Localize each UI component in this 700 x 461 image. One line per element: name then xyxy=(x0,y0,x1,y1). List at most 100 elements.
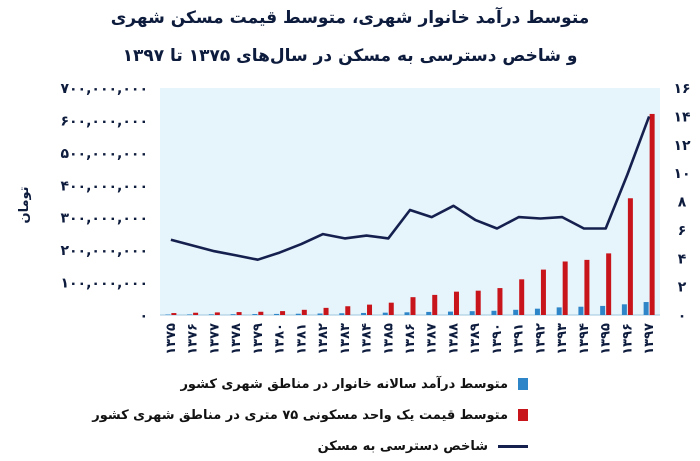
bar-price xyxy=(214,312,220,315)
bar-price xyxy=(171,313,177,315)
bar-income xyxy=(600,305,606,315)
legend-item-price: متوسط قیمت یک واحد مسکونی ۷۵ متری در منا… xyxy=(92,405,528,425)
bar-income xyxy=(469,311,475,315)
x-tick-label: ۱۳۸۶ xyxy=(403,323,418,355)
bar-income xyxy=(317,313,323,315)
y-tick-label: ۱۰۰,۰۰۰,۰۰۰ xyxy=(60,276,148,292)
x-tick-label: ۱۳۹۱ xyxy=(512,323,527,355)
bar-income xyxy=(339,313,345,315)
y2-tick-label: ۲ xyxy=(678,280,687,296)
legend-label-affordability: شاخص دسترسی به مسکن xyxy=(317,438,488,454)
y2-tick-label: ۴ xyxy=(678,251,687,267)
bar-price xyxy=(345,306,351,315)
x-tick-label: ۱۳۹۶ xyxy=(620,323,635,355)
y2-tick-label: ۰ xyxy=(678,308,687,324)
legend-swatch-income xyxy=(518,378,528,390)
bar-price xyxy=(562,261,568,315)
bar-price xyxy=(301,309,307,315)
x-tick-label: ۱۳۹۴ xyxy=(577,323,592,355)
bar-income xyxy=(534,308,540,315)
y-tick-label: ۴۰۰,۰۰۰,۰۰۰ xyxy=(60,178,148,194)
y2-tick-label: ۱۰ xyxy=(673,166,690,182)
bar-income xyxy=(491,310,497,315)
y2-tick-label: ۶ xyxy=(678,223,687,239)
bar-income xyxy=(643,302,649,315)
bar-income xyxy=(426,311,432,315)
bar-income xyxy=(187,314,193,315)
x-tick-label: ۱۳۷۹ xyxy=(251,323,266,355)
bar-income xyxy=(556,307,562,315)
y2-tick-label: ۸ xyxy=(678,195,687,211)
y-tick-label: ۵۰۰,۰۰۰,۰۰۰ xyxy=(60,146,148,162)
bar-income xyxy=(274,313,280,315)
bar-price xyxy=(649,113,655,315)
y2-tick-label: ۱۲ xyxy=(673,138,691,154)
bar-income xyxy=(621,304,627,315)
bar-price xyxy=(323,307,329,315)
chart-title: متوسط درآمد خانوار شهری، متوسط قیمت مسکن… xyxy=(110,8,590,28)
legend-swatch-affordability xyxy=(498,444,528,448)
x-tick-label: ۱۳۸۳ xyxy=(338,323,353,355)
bar-price xyxy=(193,312,199,315)
x-tick-label: ۱۳۸۱ xyxy=(294,323,309,355)
bar-price xyxy=(258,311,264,315)
x-tick-label: ۱۳۸۰ xyxy=(273,323,288,355)
bar-price xyxy=(497,288,503,315)
bar-price xyxy=(453,291,459,315)
bar-income xyxy=(447,311,453,315)
bar-income xyxy=(361,312,367,315)
bar-price xyxy=(388,302,394,315)
bar-price xyxy=(606,253,612,315)
affordability-line xyxy=(170,115,651,262)
bar-price xyxy=(432,294,438,315)
x-tick-label: ۱۳۸۵ xyxy=(381,323,396,355)
bar-income xyxy=(208,314,214,315)
x-tick-label: ۱۳۹۲ xyxy=(533,323,548,355)
chart-subtitle: و شاخص دسترسی به مسکن در سال‌های ۱۳۷۵ تا… xyxy=(122,46,578,66)
y-tick-label: ۳۰۰,۰۰۰,۰۰۰ xyxy=(60,211,148,227)
bar-price xyxy=(475,290,481,315)
bar-price xyxy=(540,269,546,315)
x-tick-label: ۱۳۷۵ xyxy=(164,323,179,355)
x-tick-label: ۱۳۸۹ xyxy=(468,323,483,355)
x-tick-label: ۱۳۸۷ xyxy=(425,323,440,355)
bar-price xyxy=(280,311,286,315)
y-tick-label: ۷۰۰,۰۰۰,۰۰۰ xyxy=(60,81,148,97)
legend-item-income: متوسط درآمد سالانه خانوار در مناطق شهری … xyxy=(180,374,528,394)
x-tick-label: ۱۳۸۸ xyxy=(446,323,461,355)
x-tick-label: ۱۳۸۴ xyxy=(360,323,375,355)
x-tick-label: ۱۳۷۷ xyxy=(207,323,222,355)
y-axis-label: تومان xyxy=(17,186,32,223)
y-tick-label: ۰ xyxy=(139,308,148,324)
bar-income xyxy=(382,312,388,315)
bar-income xyxy=(252,314,258,315)
y2-tick-label: ۱۶ xyxy=(673,81,690,97)
bar-price xyxy=(627,198,633,315)
bar-price xyxy=(584,259,590,315)
y-tick-label: ۲۰۰,۰۰۰,۰۰۰ xyxy=(60,243,148,259)
x-tick-label: ۱۳۸۲ xyxy=(316,323,331,355)
bar-income xyxy=(295,313,301,315)
y-tick-label: ۶۰۰,۰۰۰,۰۰۰ xyxy=(60,113,148,129)
bar-price xyxy=(367,304,373,315)
y2-tick-label: ۱۴ xyxy=(673,109,691,125)
bar-price xyxy=(410,297,416,315)
x-tick-label: ۱۳۹۳ xyxy=(555,323,570,355)
bar-income xyxy=(230,314,236,315)
x-tick-label: ۱۳۹۵ xyxy=(599,323,614,355)
x-tick-label: ۱۳۷۸ xyxy=(229,323,244,355)
legend-label-income: متوسط درآمد سالانه خانوار در مناطق شهری … xyxy=(180,376,508,392)
bar-income xyxy=(513,309,519,315)
bar-price xyxy=(236,312,242,315)
bar-price xyxy=(519,279,525,315)
legend-item-affordability: شاخص دسترسی به مسکن xyxy=(318,436,528,456)
x-tick-label: ۱۳۹۰ xyxy=(490,323,505,355)
bar-income xyxy=(578,306,584,315)
bar-income xyxy=(404,312,410,315)
x-tick-label: ۱۳۹۷ xyxy=(642,323,657,355)
legend-label-price: متوسط قیمت یک واحد مسکونی ۷۵ متری در منا… xyxy=(92,407,508,423)
x-tick-label: ۱۳۷۶ xyxy=(186,323,201,355)
plot-area xyxy=(160,88,660,315)
legend-swatch-price xyxy=(518,409,528,421)
